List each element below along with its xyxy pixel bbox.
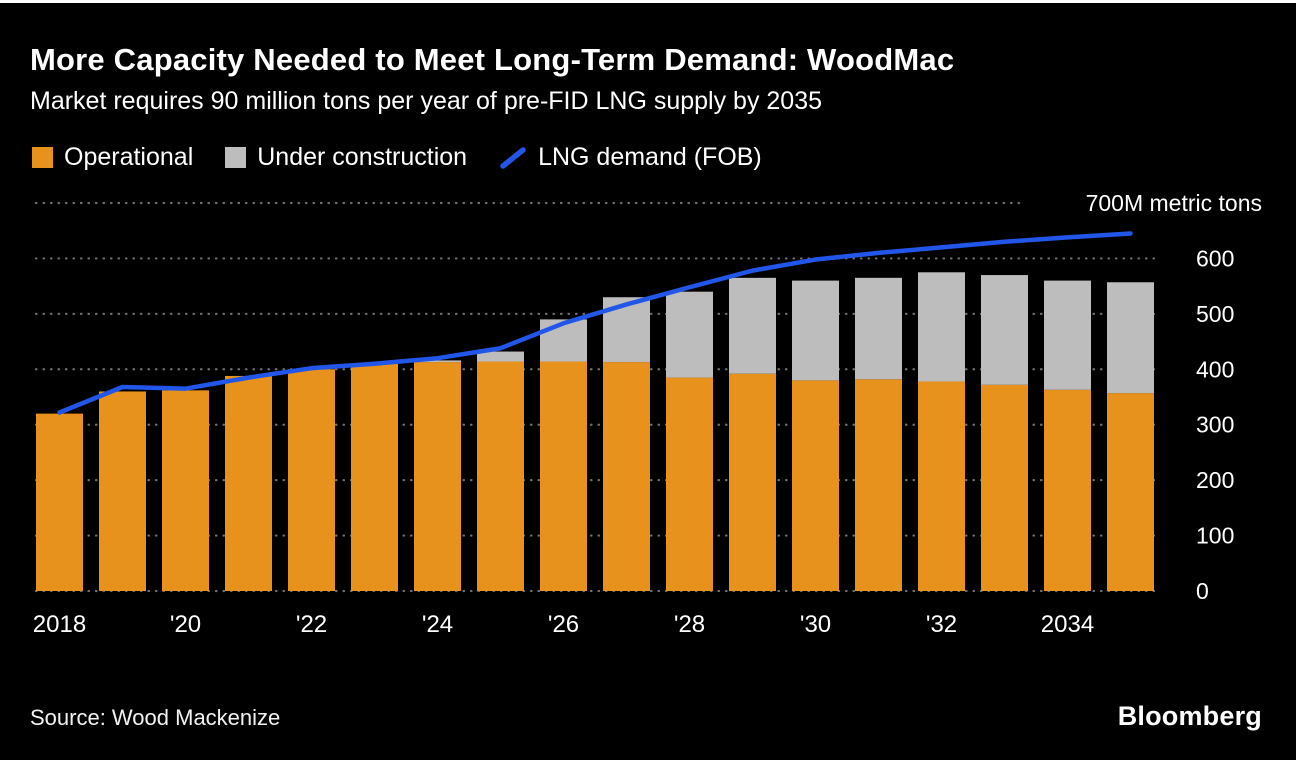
x-axis-tick-label: '30 [800,611,831,638]
under-construction-swatch-icon [225,147,247,168]
x-axis-tick-label: '26 [548,611,579,638]
bar-operational [351,363,398,591]
y-axis-top-label: 700M metric tons [1086,190,1262,216]
bar-operational [981,384,1028,591]
x-axis-tick-label: 2018 [33,611,86,638]
bar-under-construction [540,319,587,362]
bar-operational [855,379,902,591]
x-axis-tick-label: 2034 [1041,611,1094,638]
x-axis-tick-label: '32 [926,611,957,638]
legend-item-under-construction: Under construction [225,143,467,172]
legend: Operational Under construction LNG deman… [32,143,762,172]
bloomberg-logo: Bloomberg [1117,701,1262,731]
bar-operational [1044,389,1091,591]
bar-operational [36,413,83,591]
legend-label-operational: Operational [64,143,194,171]
bar-under-construction [729,277,776,374]
y-axis-tick-label: 400 [1196,356,1234,382]
top-border [0,0,1296,3]
bar-under-construction [477,351,524,362]
bar-under-construction [1107,282,1154,394]
bar-operational [225,375,272,591]
y-axis-tick-label: 0 [1196,578,1209,604]
lng-demand-line [57,231,1133,415]
chart-subtitle: Market requires 90 million tons per year… [30,87,823,115]
x-axis-tick-label: '24 [422,611,453,638]
bar-under-construction [792,280,839,381]
bar-operational [603,362,650,591]
bar-operational [162,390,209,591]
y-axis-tick-label: 500 [1196,301,1234,327]
y-axis-tick-label: 600 [1196,245,1234,271]
bar-under-construction [981,275,1028,385]
source-note: Source: Wood Mackenize [30,705,281,730]
bar-operational [1107,393,1154,591]
chart-plot-area: 0 100 200 300 400 500 600 700M metric tons 2018 '… [33,190,1262,638]
legend-item-lng-demand: LNG demand (FOB) [499,143,762,172]
x-axis-tick-label: '22 [296,611,327,638]
bar-under-construction [414,360,461,363]
bar-operational [477,361,524,591]
bar-operational [414,362,461,591]
bar-operational [918,381,965,591]
x-axis-tick-label: '28 [674,611,705,638]
chart-title: More Capacity Needed to Meet Long-Term D… [30,42,955,77]
bar-under-construction [855,277,902,380]
y-axis-tick-label: 300 [1196,412,1234,438]
y-axis-tick-label: 200 [1196,467,1234,493]
bar-operational [666,377,713,591]
bar-operational [99,391,146,591]
legend-item-operational: Operational [32,143,193,172]
bar-under-construction [1044,280,1091,390]
bar-operational [792,380,839,591]
line-swatch-icon [500,146,526,169]
bar-operational [288,369,335,591]
y-axis-tick-label: 100 [1196,523,1234,549]
legend-label-under-construction: Under construction [257,143,468,171]
operational-swatch-icon [32,147,53,168]
bar-under-construction [918,272,965,382]
bar-operational [729,373,776,591]
bar-under-construction [666,291,713,378]
bar-under-construction [603,297,650,363]
legend-label-lng-demand: LNG demand (FOB) [538,143,762,171]
x-axis-tick-label: '20 [170,611,201,638]
bar-operational [540,361,587,591]
